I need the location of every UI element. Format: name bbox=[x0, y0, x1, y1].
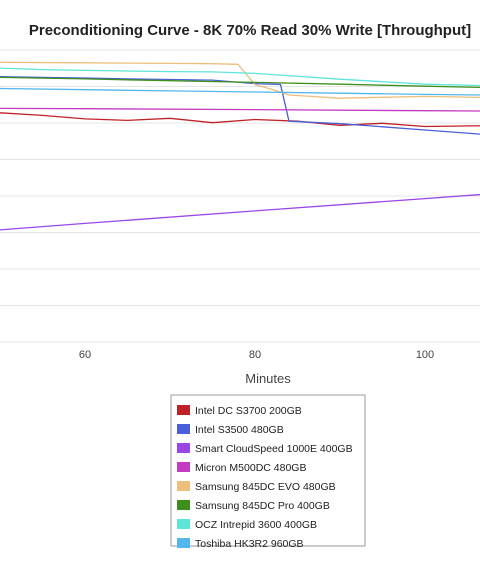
legend-label: Toshiba HK3R2 960GB bbox=[195, 538, 304, 550]
x-tick-label: 60 bbox=[79, 349, 91, 361]
grid bbox=[0, 49, 480, 343]
legend-swatch bbox=[177, 538, 190, 548]
legend-label: Samsung 845DC Pro 400GB bbox=[195, 500, 330, 512]
series-line-2 bbox=[0, 75, 480, 135]
x-tick-label: 100 bbox=[416, 349, 434, 361]
legend-label: Intel S3500 480GB bbox=[195, 424, 284, 436]
legend-swatch bbox=[177, 500, 190, 510]
series-line-6 bbox=[0, 76, 480, 89]
series-line-5 bbox=[0, 61, 480, 99]
plot-area bbox=[0, 61, 480, 231]
legend-label: Smart CloudSpeed 1000E 400GB bbox=[195, 443, 353, 455]
legend: Intel DC S3700 200GB Intel S3500 480GB Sma… bbox=[170, 394, 366, 550]
series-line-7 bbox=[0, 67, 480, 87]
legend-label: Intel DC S3700 200GB bbox=[195, 405, 302, 417]
series-line-8 bbox=[0, 87, 480, 96]
legend-swatch bbox=[177, 443, 190, 453]
legend-label: Micron M500DC 480GB bbox=[195, 462, 306, 474]
series-line-4 bbox=[0, 107, 480, 112]
series-line-3 bbox=[0, 193, 480, 231]
legend-label: OCZ Intrepid 3600 400GB bbox=[195, 519, 317, 531]
legend-swatch bbox=[177, 405, 190, 415]
x-tick-label: 80 bbox=[249, 349, 261, 361]
series-line-1 bbox=[0, 112, 480, 128]
legend-label: Samsung 845DC EVO 480GB bbox=[195, 481, 336, 493]
legend-box bbox=[170, 394, 366, 547]
x-axis-ticks: 6080100120140160180200220240260280 bbox=[79, 349, 434, 361]
legend-swatch bbox=[177, 424, 190, 434]
chart-title: Preconditioning Curve - 8K 70% Read 30% … bbox=[29, 22, 471, 39]
x-axis-label: Minutes bbox=[245, 371, 291, 386]
legend-swatch bbox=[177, 462, 190, 472]
legend-swatch bbox=[177, 481, 190, 491]
legend-swatch bbox=[177, 519, 190, 529]
